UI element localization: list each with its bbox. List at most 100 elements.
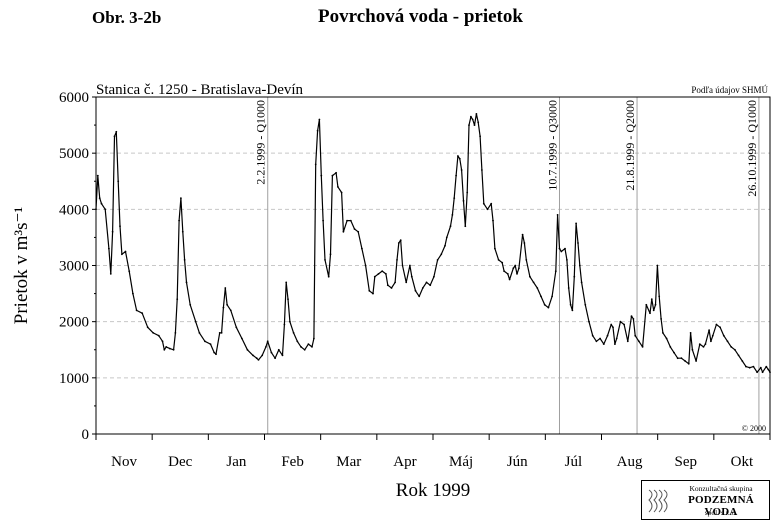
data-point	[614, 343, 616, 345]
data-point	[146, 326, 149, 329]
data-point	[349, 219, 352, 222]
data-point	[494, 247, 496, 250]
data-point	[687, 362, 690, 365]
data-point	[364, 264, 367, 267]
data-point	[745, 365, 747, 368]
data-point	[704, 343, 707, 345]
data-point	[361, 247, 363, 250]
event-label: 21.8.1999 - Q2000	[623, 100, 637, 191]
x-tick-label: Apr	[393, 454, 416, 470]
data-point	[418, 295, 421, 298]
data-point	[229, 309, 232, 312]
data-point	[470, 115, 472, 118]
data-point	[602, 343, 605, 345]
data-point	[645, 303, 648, 306]
data-point	[730, 346, 733, 348]
data-point	[767, 368, 770, 371]
data-point	[632, 318, 635, 320]
data-point	[209, 343, 212, 345]
data-point	[479, 135, 481, 138]
data-point	[558, 247, 561, 250]
y-tick-label: 0	[82, 427, 90, 443]
data-point	[612, 326, 614, 329]
data-point	[113, 135, 116, 138]
data-point	[163, 348, 166, 351]
station-subtitle: Stanica č. 1250 - Bratislava-Devín	[96, 82, 304, 98]
data-point	[656, 264, 659, 267]
data-point	[313, 337, 315, 340]
data-point	[630, 315, 633, 317]
x-tick-label: Jún	[507, 454, 528, 470]
data-point	[529, 275, 531, 278]
data-point	[584, 303, 587, 306]
data-point	[385, 273, 387, 275]
data-point	[181, 230, 184, 233]
data-point	[261, 354, 264, 357]
data-point	[626, 340, 629, 343]
data-point	[252, 354, 254, 357]
data-point	[96, 174, 99, 177]
data-point	[396, 259, 398, 261]
data-point	[571, 309, 574, 312]
data-point	[410, 275, 413, 278]
data-point	[368, 289, 371, 292]
data-point	[172, 348, 175, 351]
y-axis-label: Prietok v m³s⁻¹	[11, 206, 32, 324]
data-point	[490, 202, 493, 205]
data-point	[372, 292, 374, 295]
data-point	[189, 303, 192, 306]
data-point	[357, 230, 360, 233]
y-axis: 0 1000 2000 3000 4000 5000 6000	[59, 90, 96, 443]
data-point	[654, 303, 657, 306]
data-point	[619, 320, 622, 323]
data-point	[503, 270, 505, 272]
data-point	[595, 340, 598, 343]
data-point	[283, 323, 286, 326]
series-layer	[95, 113, 771, 374]
data-point	[436, 259, 439, 261]
data-point	[471, 118, 474, 121]
data-point	[335, 171, 337, 174]
data-point	[665, 337, 668, 340]
data-point	[132, 292, 134, 295]
data-point	[337, 186, 339, 188]
data-point	[340, 191, 343, 194]
data-point	[414, 289, 417, 292]
data-point	[405, 281, 408, 284]
data-point	[449, 225, 452, 228]
x-axis: Nov Dec Jan Feb Mar Apr Máj Jún Júl Aug Sep Okt	[95, 434, 771, 470]
data-point	[710, 340, 712, 343]
data-point	[673, 351, 675, 354]
data-point	[737, 354, 740, 357]
data-point	[399, 239, 402, 242]
data-point	[429, 284, 432, 287]
data-point	[652, 309, 655, 312]
data-point	[346, 219, 348, 222]
data-point	[121, 253, 123, 256]
data-point	[169, 347, 171, 350]
x-axis-label: Rok 1999	[396, 480, 470, 501]
x-tick-label: Feb	[281, 454, 304, 470]
data-point	[108, 247, 110, 250]
data-point	[525, 259, 528, 261]
data-point	[204, 340, 206, 343]
x-tick-label: Jan	[226, 454, 246, 470]
data-point	[215, 353, 217, 356]
data-point	[765, 365, 768, 368]
data-point	[711, 334, 714, 337]
data-point	[218, 332, 221, 334]
data-point	[756, 371, 758, 374]
data-point	[425, 281, 428, 284]
x-tick-label: Máj	[449, 454, 473, 470]
data-point	[615, 337, 618, 340]
data-point	[433, 275, 435, 278]
data-point	[523, 242, 526, 244]
data-point	[634, 334, 637, 337]
data-point	[676, 357, 679, 360]
data-point	[128, 270, 131, 272]
data-point	[551, 295, 553, 298]
data-point	[455, 174, 457, 177]
data-point	[508, 278, 511, 281]
data-point	[307, 343, 310, 345]
event-label: 10.7.1999 - Q3000	[545, 100, 559, 191]
